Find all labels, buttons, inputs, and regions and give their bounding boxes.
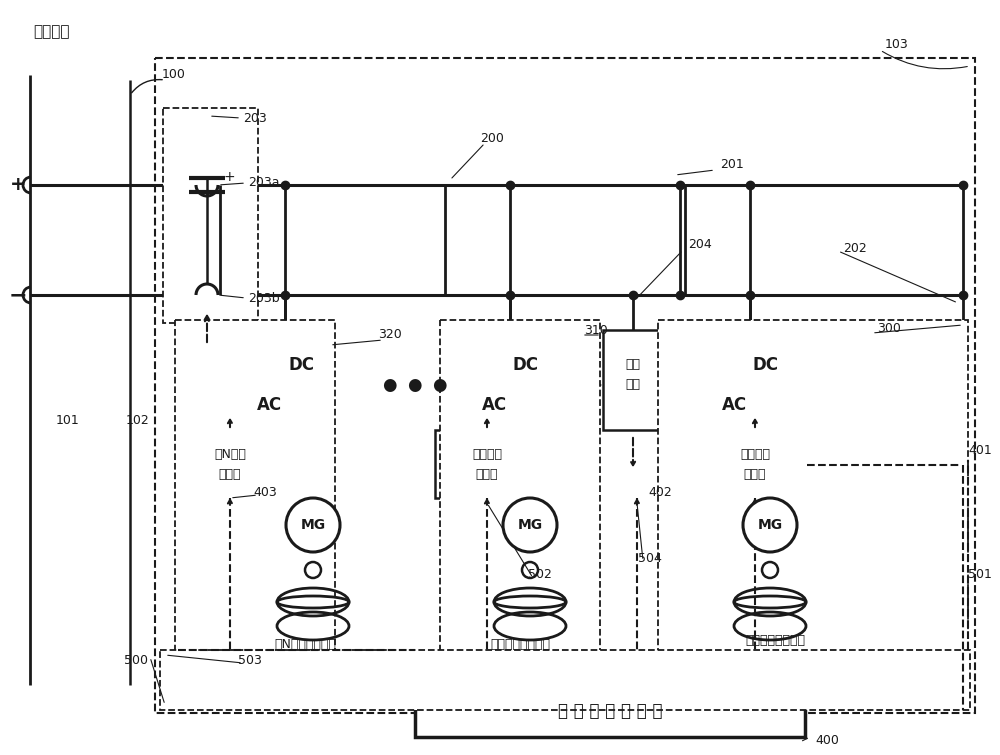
Text: 310: 310 [584,323,608,337]
Text: 控制器: 控制器 [219,469,241,482]
Text: 501: 501 [968,569,992,581]
Text: 300: 300 [877,322,901,334]
Text: DC: DC [288,356,314,374]
Text: AC: AC [256,396,282,414]
Bar [240,340,330,430]
Text: 101: 101 [56,414,80,427]
Bar [415,685,805,737]
Bar [703,430,808,498]
Bar [435,430,540,498]
Text: MG: MG [517,518,543,532]
Text: 第N飞轮储能单元: 第N飞轮储能单元 [274,639,336,652]
Text: 103: 103 [885,39,909,51]
Text: 100: 100 [162,69,186,82]
Text: 500: 500 [124,654,148,667]
Text: AC: AC [481,396,507,414]
Text: 飞 轮 阵 列 控 制 器: 飞 轮 阵 列 控 制 器 [558,702,662,720]
Bar [175,320,335,675]
Text: 102: 102 [126,414,150,427]
Circle shape [743,498,797,552]
Text: AC: AC [721,396,747,414]
Text: +: + [223,170,235,184]
Bar [178,430,283,498]
Text: 401: 401 [968,443,992,457]
Text: 直流电网: 直流电网 [34,24,70,39]
Text: 204: 204 [688,239,712,251]
Circle shape [503,498,557,552]
Text: 第一飞轮储能单元: 第一飞轮储能单元 [745,633,805,646]
Text: 202: 202 [843,242,867,254]
Bar [440,320,600,675]
Text: 200: 200 [480,131,504,144]
Bar [658,320,968,675]
Text: 203b: 203b [248,291,280,304]
Text: 第N单元: 第N单元 [214,448,246,461]
Text: ●  ●  ●: ● ● ● [383,376,447,394]
Text: 第二单元: 第二单元 [472,448,502,461]
Text: 制动: 制动 [626,359,640,371]
Text: 504: 504 [638,551,662,565]
Text: 403: 403 [253,485,277,498]
Text: DC: DC [513,356,539,374]
Text: 502: 502 [528,569,552,581]
Text: −: − [9,285,27,305]
Text: +: + [10,175,26,195]
Bar [163,108,258,323]
Text: 第二飞轮储能单元: 第二飞轮储能单元 [490,639,550,652]
Bar [465,340,555,430]
Bar [155,58,975,713]
Text: DC: DC [753,356,779,374]
Circle shape [286,498,340,552]
Text: 203a: 203a [248,177,280,190]
Text: 203: 203 [243,112,267,125]
Text: 电阻: 电阻 [626,378,640,392]
Bar [603,330,663,430]
Text: 控制器: 控制器 [744,469,766,482]
Bar [705,340,795,430]
Text: 控制器: 控制器 [476,469,498,482]
Text: MG: MG [300,518,326,532]
Text: 第一单元: 第一单元 [740,448,770,461]
Text: 400: 400 [815,734,839,747]
Text: 320: 320 [378,328,402,341]
Text: 402: 402 [648,486,672,500]
Text: MG: MG [757,518,783,532]
Text: 201: 201 [720,159,744,171]
Text: 503: 503 [238,654,262,667]
Bar [160,650,970,710]
